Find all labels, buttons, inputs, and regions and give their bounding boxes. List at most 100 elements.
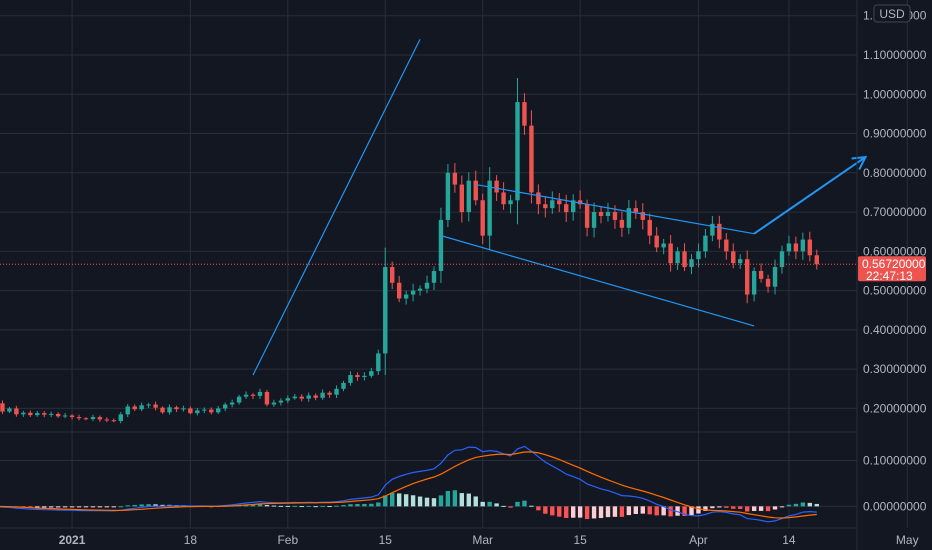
time-tick-label: 15: [379, 533, 393, 547]
macd-bar: [731, 506, 736, 509]
candle: [640, 203, 645, 230]
time-axis[interactable]: 2021 18 Feb 15 Mar 15 Apr 14 May: [59, 533, 919, 547]
macd-bar: [139, 504, 144, 507]
candle: [570, 194, 576, 221]
candle: [285, 395, 291, 404]
macd-bar: [654, 506, 659, 516]
candle: [522, 93, 527, 135]
candle: [529, 110, 534, 204]
trend-line[interactable]: [252, 39, 421, 376]
candle: [181, 405, 186, 412]
candle: [222, 402, 228, 412]
candle: [410, 283, 416, 302]
candle: [313, 393, 318, 401]
candle: [111, 418, 117, 423]
macd-bar: [543, 506, 548, 514]
candle: [682, 243, 687, 272]
arrow-drawing[interactable]: [753, 155, 868, 235]
candle: [83, 417, 89, 421]
time-tick-label: Mar: [472, 533, 493, 547]
candle: [132, 404, 137, 412]
candle: [738, 254, 743, 269]
price-tick-label: 0.30000000: [863, 362, 927, 376]
trend-drawings[interactable]: [252, 39, 868, 376]
trend-line[interactable]: [440, 235, 755, 327]
macd-bar: [278, 505, 284, 507]
macd-bar: [362, 503, 367, 507]
macd-bar: [487, 501, 492, 507]
price-tick-label: 0.80000000: [863, 166, 927, 180]
time-tick-label: 15: [573, 533, 587, 547]
macd-bar: [619, 506, 625, 517]
candle: [480, 193, 485, 245]
candle: [508, 195, 513, 214]
macd-bar: [250, 504, 256, 507]
macd-bar: [153, 504, 158, 507]
candle: [369, 367, 374, 378]
candle: [487, 167, 492, 250]
candle: [536, 184, 541, 215]
macd-bar: [661, 506, 666, 516]
candle: [654, 227, 659, 253]
macd-line: [0, 445, 817, 523]
macd-bar: [577, 506, 583, 518]
candle: [21, 410, 26, 417]
candle: [153, 401, 158, 411]
macd-bar: [557, 506, 562, 517]
macd-bar: [703, 506, 708, 511]
candle: [424, 275, 430, 294]
macd-bar: [515, 501, 520, 507]
candle: [7, 406, 12, 413]
candle: [793, 236, 799, 260]
macd-bar: [550, 506, 555, 516]
macd-bar: [501, 505, 506, 507]
macd-tick-label: 0.00000000: [863, 499, 927, 513]
candle: [62, 413, 68, 419]
trend-line[interactable]: [475, 183, 755, 235]
candle: [35, 410, 40, 417]
candle: [403, 290, 409, 305]
candle: [459, 175, 465, 223]
candle: [334, 385, 339, 398]
macd-bar: [431, 498, 437, 507]
price-tick-label: 1.10000000: [863, 48, 927, 62]
macd-bar: [800, 502, 806, 507]
macd-bar: [710, 506, 715, 509]
candle: [104, 417, 110, 423]
candle: [550, 191, 555, 214]
macd-bar: [772, 506, 778, 510]
candle: [626, 200, 632, 235]
candlestick-series: [0, 78, 819, 424]
macd-bar: [257, 504, 263, 507]
price-tick-label: 0.60000000: [863, 244, 927, 258]
macd-axis[interactable]: 0.10000000 0.00000000: [863, 454, 927, 514]
macd-tick-label: 0.10000000: [863, 454, 927, 468]
candle: [452, 163, 458, 193]
candle: [758, 263, 764, 283]
price-axis[interactable]: 1.200000001.100000001.000000000.90000000…: [863, 9, 927, 416]
candle: [243, 391, 249, 399]
candle: [306, 392, 311, 402]
macd-bar: [417, 496, 423, 507]
candle: [577, 190, 583, 209]
candle: [438, 207, 444, 284]
macd-bar: [334, 505, 339, 507]
candle: [76, 414, 82, 421]
candle: [292, 393, 297, 400]
macd-bar: [118, 506, 123, 508]
time-tick-label: 2021: [59, 533, 86, 547]
macd-bar: [438, 495, 444, 507]
macd-bar: [751, 506, 757, 511]
currency-badge[interactable]: USD: [873, 4, 911, 23]
candle: [362, 372, 367, 381]
macd-bar: [536, 506, 541, 511]
macd-bar: [285, 505, 291, 507]
macd-bar: [83, 506, 89, 508]
candle: [564, 194, 569, 222]
macd-bar: [383, 495, 388, 507]
candle: [731, 243, 736, 269]
candle: [229, 399, 235, 408]
macd-bar: [69, 506, 75, 508]
